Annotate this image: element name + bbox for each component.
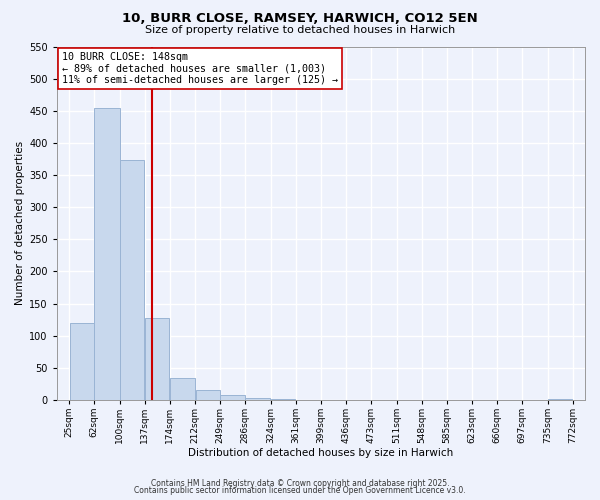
Bar: [245, 398, 271, 400]
Text: Size of property relative to detached houses in Harwich: Size of property relative to detached ho…: [145, 25, 455, 35]
Bar: [196, 390, 220, 400]
Bar: [145, 318, 169, 400]
Bar: [120, 160, 145, 400]
Bar: [170, 378, 195, 400]
Bar: [94, 108, 119, 400]
Text: 10 BURR CLOSE: 148sqm
← 89% of detached houses are smaller (1,003)
11% of semi-d: 10 BURR CLOSE: 148sqm ← 89% of detached …: [62, 52, 338, 85]
Text: 10, BURR CLOSE, RAMSEY, HARWICH, CO12 5EN: 10, BURR CLOSE, RAMSEY, HARWICH, CO12 5E…: [122, 12, 478, 26]
Bar: [220, 395, 245, 400]
X-axis label: Distribution of detached houses by size in Harwich: Distribution of detached houses by size …: [188, 448, 454, 458]
Text: Contains HM Land Registry data © Crown copyright and database right 2025.: Contains HM Land Registry data © Crown c…: [151, 478, 449, 488]
Y-axis label: Number of detached properties: Number of detached properties: [15, 141, 25, 306]
Bar: [70, 323, 94, 400]
Text: Contains public sector information licensed under the Open Government Licence v3: Contains public sector information licen…: [134, 486, 466, 495]
